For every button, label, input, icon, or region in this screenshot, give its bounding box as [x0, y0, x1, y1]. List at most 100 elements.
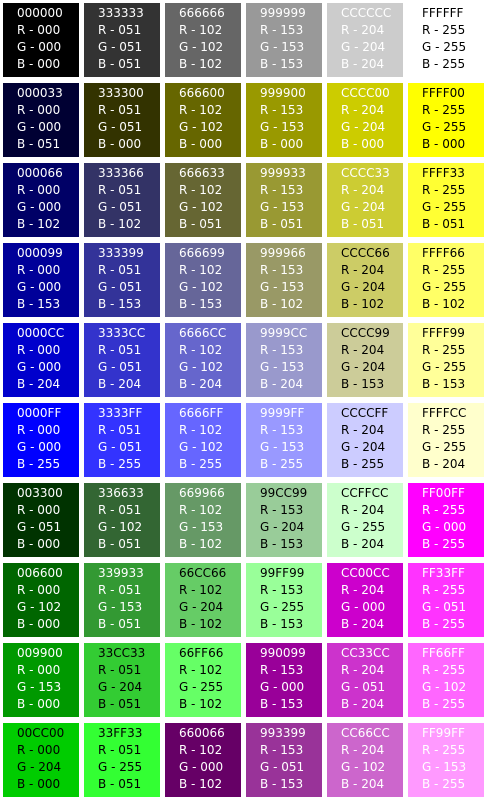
swatch-blue-value: B - 102	[98, 217, 142, 231]
color-swatch: 990099 R - 153 G - 000 B - 153	[246, 643, 322, 717]
swatch-green-value: G - 000	[17, 360, 62, 374]
swatch-blue-value: B - 000	[341, 137, 385, 151]
swatch-green-value: G - 204	[260, 520, 305, 534]
swatch-hex-code: FFFFFF	[422, 6, 464, 20]
swatch-red-value: R - 255	[422, 743, 466, 757]
swatch-green-value: G - 153	[179, 520, 224, 534]
swatch-green-value: G - 255	[422, 120, 467, 134]
swatch-red-value: R - 153	[260, 583, 304, 597]
swatch-red-value: R - 204	[341, 503, 385, 517]
swatch-red-value: R - 051	[98, 263, 142, 277]
color-swatch: FFFF33 R - 255 G - 255 B - 051	[408, 163, 484, 237]
swatch-hex-code: 993399	[260, 726, 306, 740]
swatch-blue-value: B - 255	[422, 777, 466, 791]
swatch-green-value: G - 255	[179, 680, 224, 694]
swatch-blue-value: B - 051	[98, 57, 142, 71]
swatch-red-value: R - 204	[341, 663, 385, 677]
color-swatch: 66FF66 R - 102 G - 255 B - 102	[165, 643, 241, 717]
color-swatch: 0000FF R - 000 G - 000 B - 255	[3, 403, 79, 477]
color-swatch: 666600 R - 102 G - 102 B - 000	[165, 83, 241, 157]
swatch-red-value: R - 000	[17, 183, 61, 197]
color-swatch: 333333 R - 051 G - 051 B - 051	[84, 3, 160, 77]
color-swatch: 669966 R - 102 G - 153 B - 102	[165, 483, 241, 557]
swatch-green-value: G - 051	[98, 200, 143, 214]
swatch-blue-value: B - 000	[260, 137, 304, 151]
color-swatch: 009900 R - 000 G - 153 B - 000	[3, 643, 79, 717]
swatch-blue-value: B - 255	[422, 57, 466, 71]
swatch-hex-code: FFFF66	[422, 246, 465, 260]
swatch-green-value: G - 102	[422, 680, 467, 694]
swatch-blue-value: B - 204	[179, 377, 223, 391]
swatch-green-value: G - 051	[98, 360, 143, 374]
swatch-hex-code: 333300	[98, 86, 144, 100]
swatch-blue-value: B - 204	[17, 377, 61, 391]
swatch-red-value: R - 255	[422, 503, 466, 517]
swatch-blue-value: B - 051	[98, 697, 142, 711]
color-swatch: FFFFFF R - 255 G - 255 B - 255	[408, 3, 484, 77]
swatch-hex-code: CC66CC	[341, 726, 390, 740]
swatch-blue-value: B - 051	[179, 217, 223, 231]
swatch-blue-value: B - 204	[422, 457, 466, 471]
color-swatch: 006600 R - 000 G - 102 B - 000	[3, 563, 79, 637]
swatch-hex-code: 666699	[179, 246, 225, 260]
swatch-blue-value: B - 255	[422, 537, 466, 551]
color-swatch: 339933 R - 051 G - 153 B - 051	[84, 563, 160, 637]
swatch-red-value: R - 204	[341, 263, 385, 277]
swatch-hex-code: CCCC66	[341, 246, 390, 260]
color-swatch: 66CC66 R - 102 G - 204 B - 102	[165, 563, 241, 637]
swatch-blue-value: B - 204	[341, 617, 385, 631]
swatch-hex-code: 6666CC	[179, 326, 227, 340]
swatch-green-value: G - 000	[422, 520, 467, 534]
swatch-red-value: R - 204	[341, 23, 385, 37]
swatch-green-value: G - 051	[98, 440, 143, 454]
swatch-hex-code: 999966	[260, 246, 306, 260]
swatch-hex-code: 33FF33	[98, 726, 143, 740]
color-swatch: 666699 R - 102 G - 102 B - 153	[165, 243, 241, 317]
swatch-green-value: G - 204	[98, 680, 143, 694]
swatch-green-value: G - 000	[179, 760, 224, 774]
swatch-red-value: R - 204	[341, 423, 385, 437]
color-swatch: 336633 R - 051 G - 102 B - 051	[84, 483, 160, 557]
color-swatch: 660066 R - 102 G - 000 B - 102	[165, 723, 241, 797]
swatch-green-value: G - 000	[17, 120, 62, 134]
swatch-green-value: G - 102	[179, 200, 224, 214]
swatch-red-value: R - 000	[17, 263, 61, 277]
swatch-hex-code: 666633	[179, 166, 225, 180]
swatch-hex-code: 000000	[17, 6, 63, 20]
swatch-green-value: G - 204	[341, 200, 386, 214]
color-swatch: 9999CC R - 153 G - 153 B - 204	[246, 323, 322, 397]
swatch-green-value: G - 153	[260, 40, 305, 54]
swatch-red-value: R - 153	[260, 343, 304, 357]
swatch-red-value: R - 051	[98, 583, 142, 597]
color-swatch: 3333FF R - 051 G - 051 B - 255	[84, 403, 160, 477]
swatch-red-value: R - 000	[17, 583, 61, 597]
swatch-hex-code: CCFFCC	[341, 486, 389, 500]
swatch-green-value: G - 051	[422, 600, 467, 614]
swatch-hex-code: 00CC00	[17, 726, 65, 740]
swatch-red-value: R - 102	[179, 743, 223, 757]
swatch-blue-value: B - 051	[17, 137, 61, 151]
swatch-blue-value: B - 153	[179, 297, 223, 311]
color-swatch: 000033 R - 000 G - 000 B - 051	[3, 83, 79, 157]
swatch-hex-code: 66FF66	[179, 646, 224, 660]
swatch-hex-code: FF66FF	[422, 646, 465, 660]
swatch-blue-value: B - 255	[260, 457, 304, 471]
swatch-hex-code: 669966	[179, 486, 225, 500]
swatch-blue-value: B - 102	[260, 297, 304, 311]
swatch-blue-value: B - 255	[179, 457, 223, 471]
swatch-red-value: R - 153	[260, 423, 304, 437]
swatch-green-value: G - 000	[260, 680, 305, 694]
swatch-green-value: G - 255	[260, 600, 305, 614]
swatch-blue-value: B - 102	[179, 617, 223, 631]
swatch-green-value: G - 204	[341, 360, 386, 374]
color-swatch: 333399 R - 051 G - 051 B - 153	[84, 243, 160, 317]
swatch-green-value: G - 051	[341, 680, 386, 694]
swatch-red-value: R - 153	[260, 183, 304, 197]
swatch-green-value: G - 000	[17, 200, 62, 214]
swatch-red-value: R - 255	[422, 423, 466, 437]
color-swatch: CCCC00 R - 204 G - 204 B - 000	[327, 83, 403, 157]
swatch-red-value: R - 255	[422, 583, 466, 597]
swatch-green-value: G - 102	[98, 520, 143, 534]
swatch-red-value: R - 051	[98, 503, 142, 517]
swatch-red-value: R - 255	[422, 663, 466, 677]
